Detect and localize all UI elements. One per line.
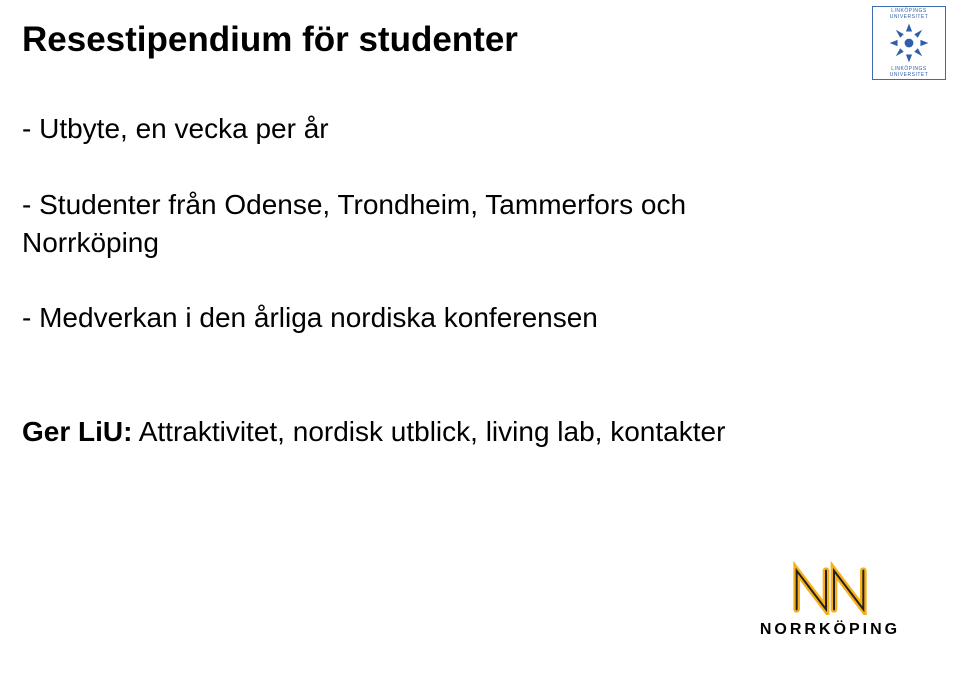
norrkoping-wordmark: NORRKÖPING <box>740 621 920 639</box>
norrkoping-mark-icon <box>790 561 870 615</box>
summary-label: Ger LiU: <box>22 416 132 447</box>
list-item: - Medverkan i den årliga nordiska konfer… <box>22 299 822 337</box>
bullet-text: Studenter från Odense, Trondheim, Tammer… <box>22 189 686 258</box>
summary-text: Attraktivitet, nordisk utblick, living l… <box>132 416 725 447</box>
university-seal-text-bottom: LINKÖPINGS UNIVERSITET <box>872 66 946 78</box>
snowflake-icon <box>887 21 931 65</box>
list-item: - Studenter från Odense, Trondheim, Tamm… <box>22 186 822 262</box>
page-title: Resestipendium för studenter <box>22 20 518 60</box>
university-seal-text-top: LINKÖPINGS UNIVERSITET <box>872 8 946 20</box>
list-item: - Utbyte, en vecka per år <box>22 110 822 148</box>
bullet-list: - Utbyte, en vecka per år - Studenter fr… <box>22 110 822 375</box>
bullet-text: Utbyte, en vecka per år <box>39 113 328 144</box>
summary-line: Ger LiU: Attraktivitet, nordisk utblick,… <box>22 416 725 448</box>
bullet-dash: - <box>22 299 39 337</box>
bullet-dash: - <box>22 186 39 224</box>
bullet-text: Medverkan i den årliga nordiska konferen… <box>39 302 598 333</box>
university-logo: LINKÖPINGS UNIVERSITET LINKÖPINGS UNIVER… <box>872 6 946 80</box>
slide: Resestipendium för studenter - Utbyte, e… <box>0 0 960 681</box>
norrkoping-logo: NORRKÖPING <box>740 561 920 651</box>
bullet-dash: - <box>22 110 39 148</box>
